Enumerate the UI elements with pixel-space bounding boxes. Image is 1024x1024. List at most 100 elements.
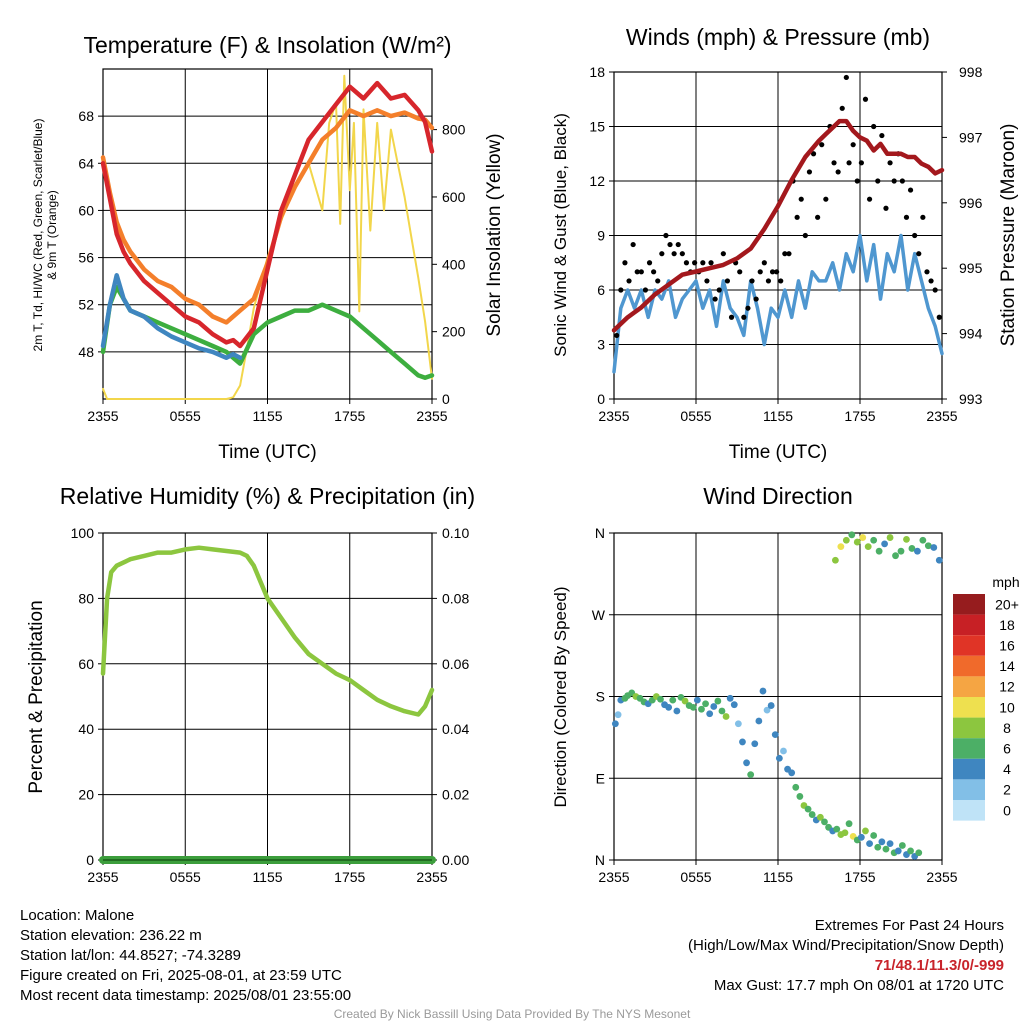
gust-point <box>794 214 800 220</box>
y-tick-label: 68 <box>78 108 94 124</box>
gust-point <box>782 251 788 257</box>
direction-point <box>935 556 943 564</box>
direction-point <box>718 707 726 715</box>
gust-point <box>704 278 710 284</box>
y-tick-label: 9 <box>597 228 605 244</box>
y2-tick-label: 994 <box>959 326 983 342</box>
gust-point <box>626 278 632 284</box>
y-axis-title-text: Percent & Precipitation <box>26 600 47 793</box>
gust-point <box>667 241 673 248</box>
direction-point <box>841 829 849 837</box>
direction-point <box>747 771 755 779</box>
gust-point <box>712 296 718 302</box>
direction-point <box>665 704 673 711</box>
y-axis-title: Direction (Colored By Speed) <box>551 586 570 807</box>
gust-point <box>932 287 938 293</box>
gust-point <box>806 169 813 175</box>
direction-point <box>919 536 927 544</box>
y2-tick-label: 0.06 <box>442 656 469 672</box>
direction-point <box>870 536 878 544</box>
gust-point <box>871 123 877 130</box>
x-tick-label: 0555 <box>170 869 201 885</box>
legend-label: 2 <box>1003 782 1011 798</box>
x-tick-label: 1155 <box>252 869 282 885</box>
panel-title: Wind Direction <box>703 483 853 509</box>
direction-point <box>914 547 921 555</box>
y2-axis-title: Station Pressure (Maroon) <box>998 124 1019 347</box>
x-tick-label: 2355 <box>926 869 957 885</box>
y-tick-label: 40 <box>78 721 94 737</box>
direction-point <box>907 847 914 855</box>
series-2m-t <box>100 80 435 349</box>
direction-point <box>870 832 878 839</box>
x-tick-label: 0555 <box>680 408 711 424</box>
y-tick-label: N <box>595 852 605 868</box>
x-tick-label: 1155 <box>252 408 282 424</box>
gust-point <box>810 151 817 157</box>
direction-point <box>833 825 841 833</box>
gust-point <box>663 232 669 239</box>
gust-point <box>839 105 845 111</box>
direction-point <box>804 805 812 813</box>
gust-point <box>854 178 860 184</box>
direction-point <box>730 701 738 709</box>
gust-point <box>883 205 889 211</box>
y-axis-title-text: Direction (Colored By Speed) <box>551 586 570 807</box>
gust-point <box>907 187 914 193</box>
y-tick-label: 52 <box>78 297 94 313</box>
gust-point <box>692 260 698 266</box>
y2-tick-label: 800 <box>442 122 466 138</box>
x-tick-label: 2355 <box>416 869 447 885</box>
direction-point <box>832 556 839 564</box>
info-timestamp: Most recent data timestamp: 2025/08/01 2… <box>20 987 352 1004</box>
direction-point <box>874 843 882 851</box>
y-tick-label: 0 <box>597 391 605 407</box>
gust-point <box>659 251 665 257</box>
direction-point <box>722 713 730 720</box>
gust-point <box>728 314 735 320</box>
x-tick-label: 1755 <box>844 869 875 885</box>
direction-point <box>845 820 853 828</box>
direction-point <box>866 840 873 848</box>
y2-tick-label: 996 <box>959 195 983 211</box>
gust-point <box>887 160 893 166</box>
direction-point <box>857 833 865 841</box>
y2-tick-label: 0 <box>442 391 450 407</box>
speed-legend: mph 20+ 18 16 14 12 10 8 6 4 2 0 <box>953 574 1020 821</box>
x-tick-label: 2355 <box>87 869 118 885</box>
direction-point <box>908 545 916 552</box>
info-created: Figure created on Fri, 2025-08-01, at 23… <box>20 967 342 984</box>
gust-point <box>815 214 821 220</box>
y-axis-title-text: Sonic Wind & Gust (Blue, Black) <box>551 113 570 357</box>
legend-label: 20+ <box>995 596 1019 612</box>
gust-point <box>843 74 849 81</box>
gust-point <box>936 314 942 320</box>
direction-point <box>726 694 734 702</box>
y-tick-label: E <box>596 770 605 786</box>
info-latlon: Station lat/lon: 44.8527; -74.3289 <box>20 947 242 964</box>
gust-point <box>679 251 685 257</box>
y2-axis-title: Solar Insolation (Yellow) <box>484 133 505 336</box>
direction-point <box>767 702 775 709</box>
gust-point <box>651 269 657 275</box>
legend-label: 0 <box>1003 802 1011 818</box>
gust-point <box>798 196 804 202</box>
y2-tick-label: 998 <box>959 64 983 80</box>
legend-swatch <box>953 594 985 615</box>
gust-point <box>819 142 825 148</box>
y-tick-label: 48 <box>78 344 94 360</box>
legend-swatch <box>953 800 985 821</box>
direction-point <box>821 818 828 826</box>
max-gust: Max Gust: 17.7 mph On 08/01 at 1720 UTC <box>713 977 1004 994</box>
direction-point <box>859 534 867 541</box>
gust-point <box>835 169 841 175</box>
gust-point <box>737 269 743 275</box>
gust-point <box>708 260 714 266</box>
gust-point <box>928 278 934 284</box>
gust-point <box>614 332 620 339</box>
extremes-values: 71/48.1/11.3/0/-999 <box>874 957 1004 974</box>
y-axis-title: 2m T, Td, HI/WC (Red, Green, Scarlet/Blu… <box>31 119 59 352</box>
gust-point <box>745 305 751 311</box>
direction-point <box>808 811 816 818</box>
